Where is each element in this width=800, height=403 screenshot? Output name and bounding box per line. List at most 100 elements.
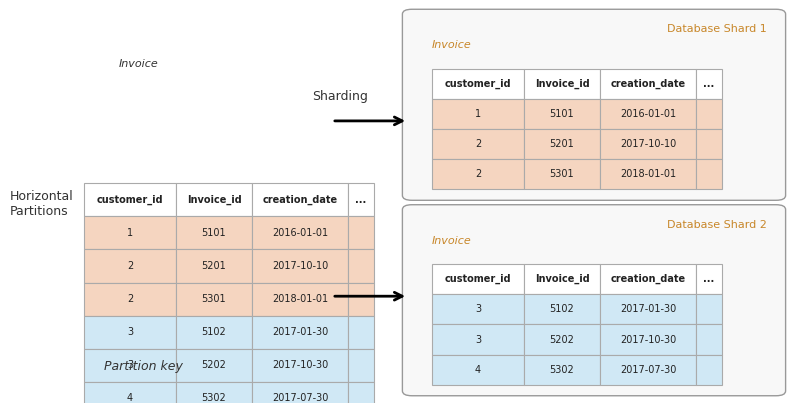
Bar [524, 324, 600, 355]
Bar [84, 349, 176, 382]
Bar [176, 382, 252, 403]
Text: Horizontal
Partitions: Horizontal Partitions [10, 189, 74, 218]
Bar [524, 355, 600, 385]
Text: 5202: 5202 [202, 360, 226, 370]
Bar [696, 355, 722, 385]
Bar [524, 99, 600, 129]
Bar [696, 324, 722, 355]
Bar [600, 294, 696, 324]
Bar [696, 264, 722, 294]
Text: 5201: 5201 [202, 261, 226, 271]
Bar [432, 324, 524, 355]
Text: customer_id: customer_id [445, 274, 511, 284]
Text: ...: ... [355, 195, 366, 205]
Text: Invoice: Invoice [432, 236, 472, 246]
Bar [348, 283, 374, 316]
Text: Sharding: Sharding [312, 90, 368, 103]
Bar [432, 264, 524, 294]
Text: Partition key: Partition key [104, 360, 183, 373]
Text: customer_id: customer_id [445, 79, 511, 89]
Bar [524, 294, 600, 324]
Text: 3: 3 [475, 334, 481, 345]
Bar [524, 159, 600, 189]
Bar [84, 216, 176, 249]
Text: Invoice_id: Invoice_id [534, 274, 590, 284]
Bar [524, 264, 600, 294]
FancyBboxPatch shape [402, 205, 786, 396]
Text: 3: 3 [127, 327, 133, 337]
Text: 1: 1 [127, 228, 133, 238]
Bar [84, 316, 176, 349]
Text: Invoice_id: Invoice_id [534, 79, 590, 89]
Bar [348, 316, 374, 349]
Bar [348, 216, 374, 249]
Text: 2017-10-10: 2017-10-10 [620, 139, 676, 149]
Bar [348, 183, 374, 216]
Text: ...: ... [703, 79, 714, 89]
Bar [432, 355, 524, 385]
Text: 5102: 5102 [550, 304, 574, 314]
Text: customer_id: customer_id [97, 195, 163, 205]
Bar [348, 249, 374, 283]
Bar [600, 129, 696, 159]
Bar [176, 283, 252, 316]
FancyBboxPatch shape [402, 9, 786, 200]
Bar [524, 129, 600, 159]
Text: 5202: 5202 [550, 334, 574, 345]
Bar [524, 69, 600, 99]
Bar [432, 294, 524, 324]
Text: 2018-01-01: 2018-01-01 [272, 294, 328, 304]
Bar [84, 382, 176, 403]
Bar [600, 69, 696, 99]
Text: 2017-01-30: 2017-01-30 [272, 327, 328, 337]
Text: 3: 3 [127, 360, 133, 370]
Bar [432, 99, 524, 129]
Text: 5201: 5201 [550, 139, 574, 149]
Text: creation_date: creation_date [610, 79, 686, 89]
Text: 2017-01-30: 2017-01-30 [620, 304, 676, 314]
Bar [432, 129, 524, 159]
Text: 2016-01-01: 2016-01-01 [620, 109, 676, 119]
Text: Invoice_id: Invoice_id [186, 195, 242, 205]
Text: 5301: 5301 [202, 294, 226, 304]
Text: Invoice: Invoice [118, 58, 158, 69]
Text: 2018-01-01: 2018-01-01 [620, 169, 676, 179]
Bar [600, 99, 696, 129]
Text: 2: 2 [127, 261, 133, 271]
Text: 5302: 5302 [202, 393, 226, 403]
Bar [696, 129, 722, 159]
Text: 5101: 5101 [550, 109, 574, 119]
Bar [176, 316, 252, 349]
Bar [84, 249, 176, 283]
Bar [84, 283, 176, 316]
Text: 3: 3 [475, 304, 481, 314]
Bar [432, 159, 524, 189]
Text: 5101: 5101 [202, 228, 226, 238]
Bar [348, 349, 374, 382]
Text: 2: 2 [127, 294, 133, 304]
Bar [252, 183, 348, 216]
Bar [252, 249, 348, 283]
Bar [176, 349, 252, 382]
Text: 2: 2 [475, 139, 481, 149]
Text: Database Shard 2: Database Shard 2 [666, 220, 766, 230]
Bar [252, 349, 348, 382]
Bar [84, 183, 176, 216]
Bar [252, 382, 348, 403]
Text: Database Shard 1: Database Shard 1 [666, 24, 766, 34]
Text: Invoice: Invoice [432, 40, 472, 50]
Text: 2: 2 [475, 169, 481, 179]
Bar [252, 283, 348, 316]
Text: 5302: 5302 [550, 365, 574, 375]
Text: 4: 4 [475, 365, 481, 375]
Bar [600, 159, 696, 189]
Text: 2016-01-01: 2016-01-01 [272, 228, 328, 238]
Text: 5301: 5301 [550, 169, 574, 179]
Bar [696, 294, 722, 324]
Bar [600, 264, 696, 294]
Bar [348, 382, 374, 403]
Text: 4: 4 [127, 393, 133, 403]
Text: 2017-10-10: 2017-10-10 [272, 261, 328, 271]
Bar [600, 355, 696, 385]
Text: 1: 1 [475, 109, 481, 119]
